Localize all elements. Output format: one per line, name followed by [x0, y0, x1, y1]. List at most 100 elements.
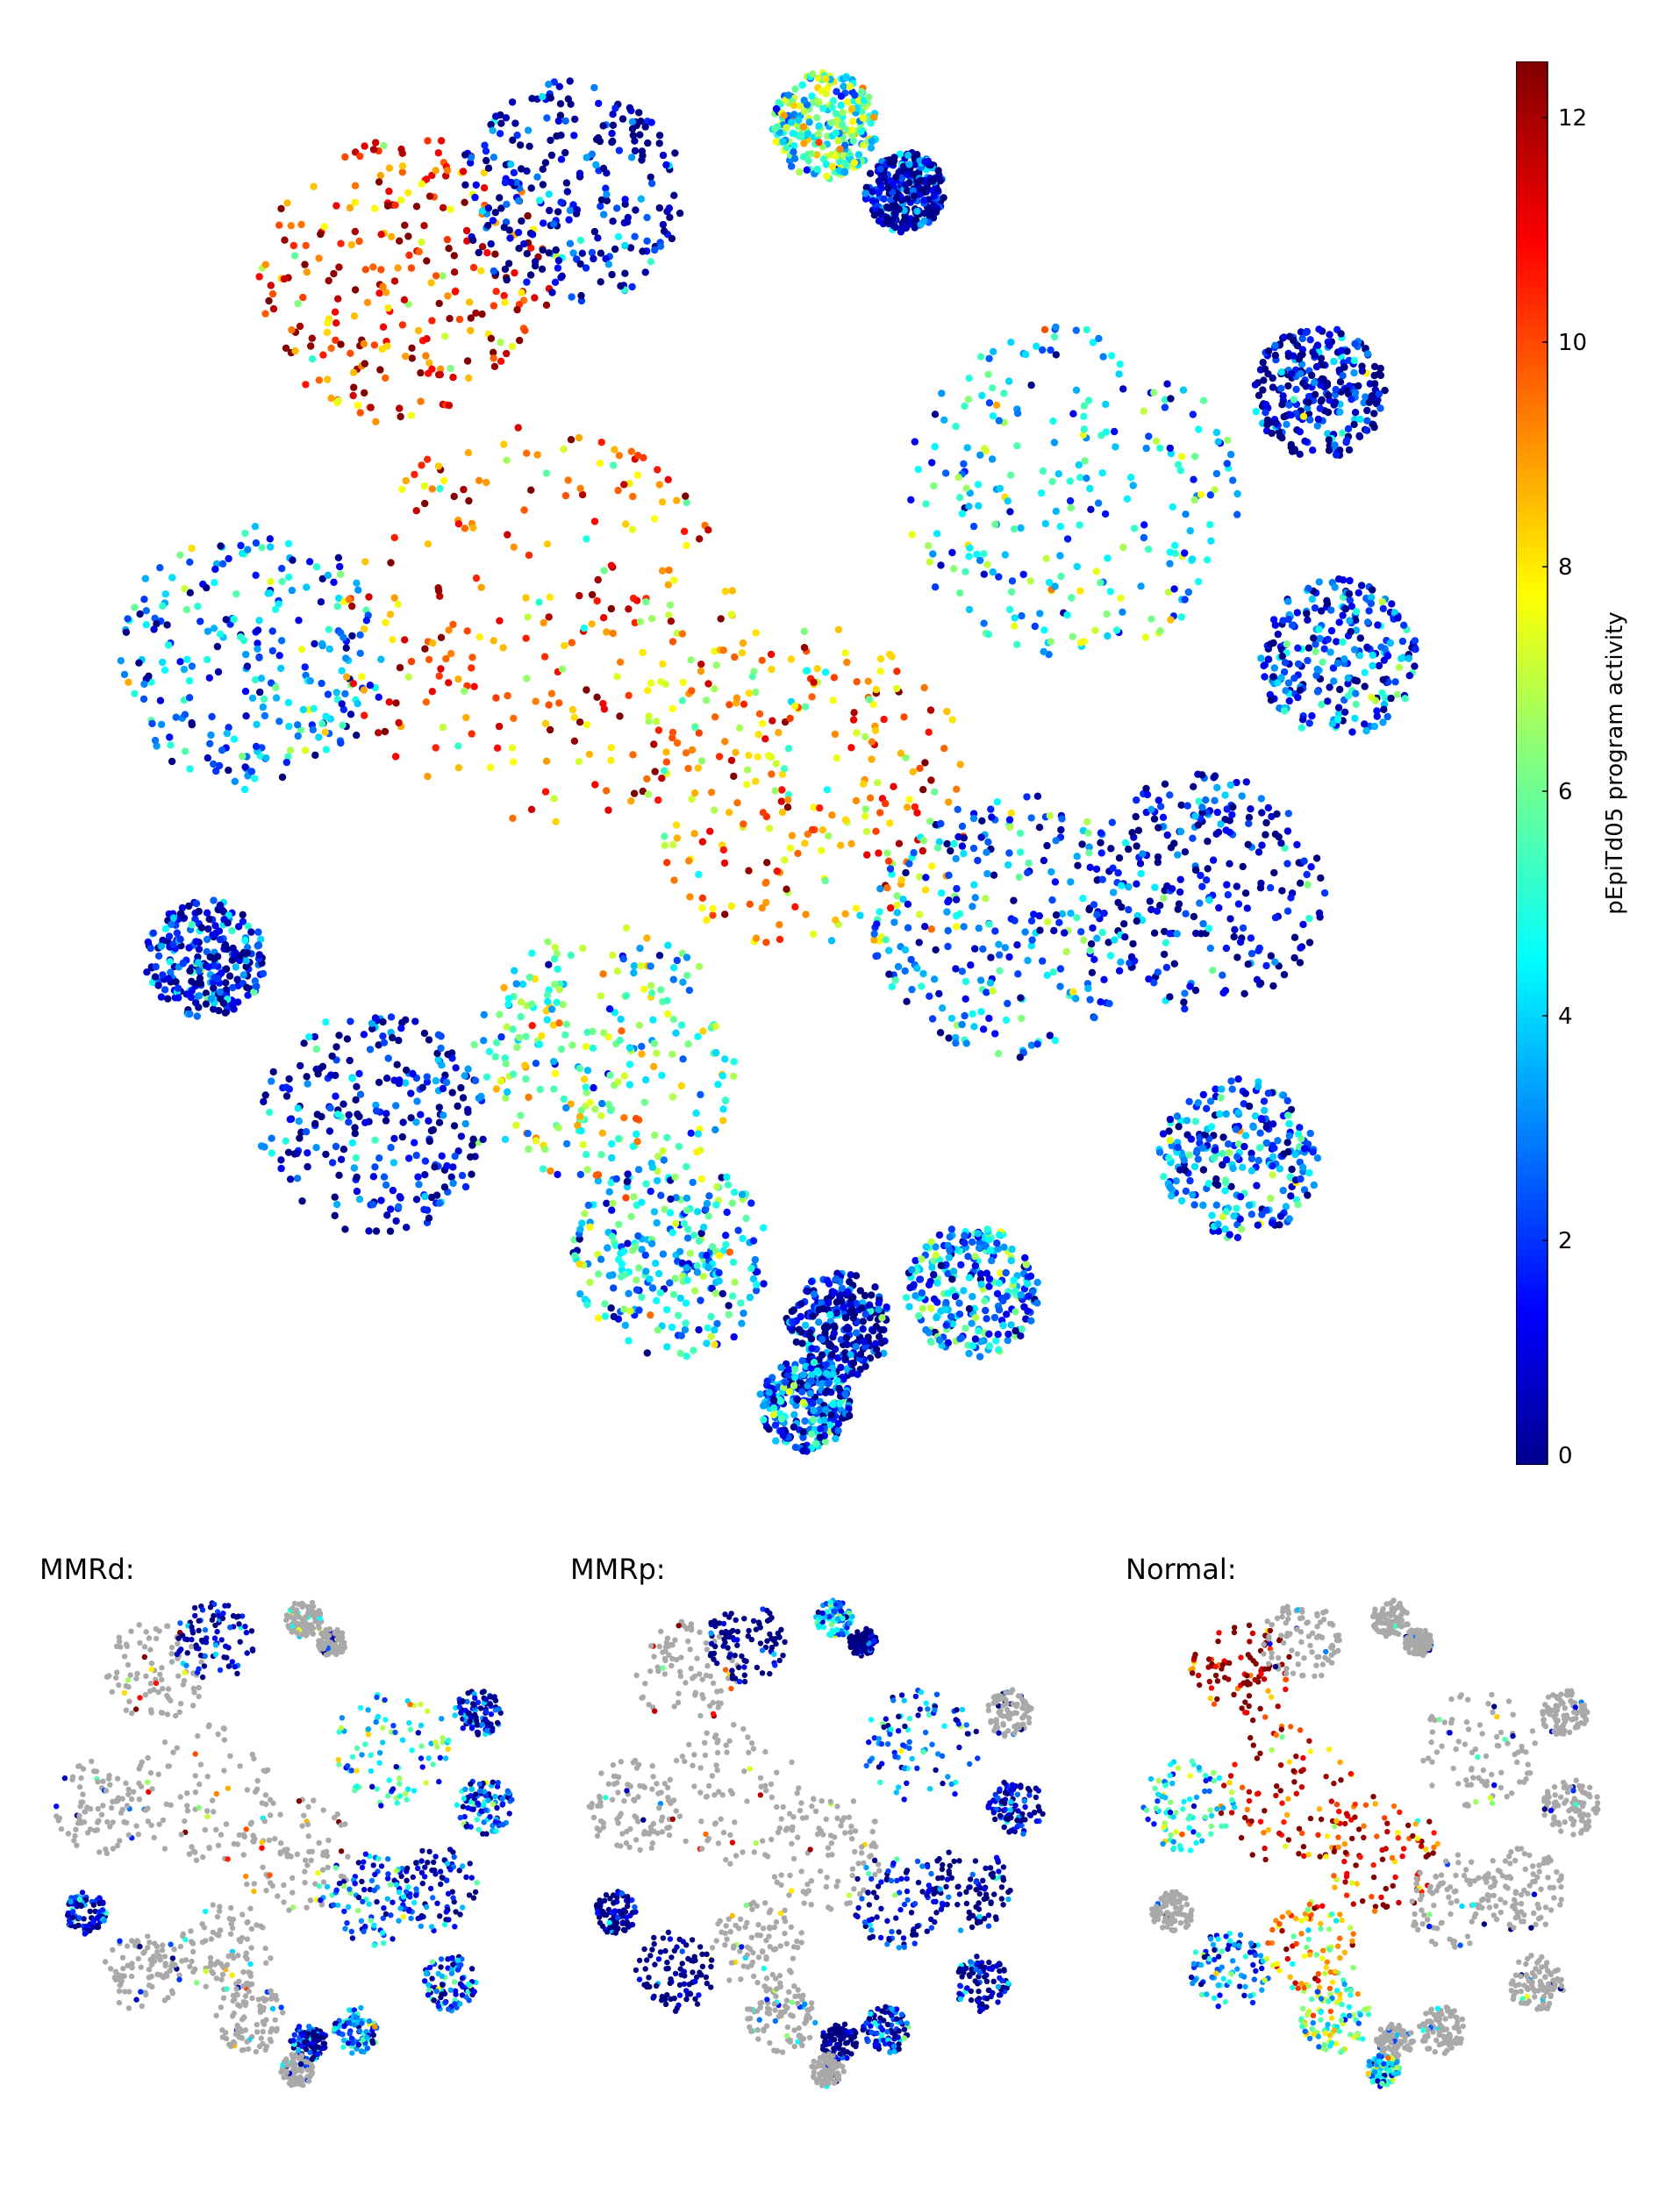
cell-point	[989, 384, 997, 392]
cell-point	[749, 1237, 758, 1245]
cell-point	[544, 938, 552, 946]
cell-point	[617, 282, 625, 290]
cell-point	[159, 936, 167, 945]
cell-point	[952, 1039, 960, 1047]
cell-point	[324, 319, 332, 327]
cell-point	[1066, 496, 1075, 505]
cell-point	[831, 1345, 840, 1354]
cell-point	[1157, 803, 1165, 811]
cell-point	[261, 261, 269, 268]
cell-point	[164, 995, 172, 1003]
cell-point	[412, 1196, 421, 1204]
cell-point	[445, 245, 453, 253]
cell-point	[248, 694, 257, 702]
cell-point	[876, 885, 884, 893]
cell-point	[841, 1354, 849, 1363]
cell-point	[501, 1054, 509, 1062]
cell-point	[847, 744, 855, 752]
cell-point	[728, 1199, 736, 1207]
cell-point	[663, 996, 671, 1004]
cell-point	[610, 461, 618, 469]
cell-point	[721, 1055, 729, 1063]
cell-point	[993, 1289, 1002, 1298]
cell-point	[847, 1351, 854, 1359]
cell-point	[523, 167, 531, 175]
cell-point	[634, 1232, 642, 1240]
cell-point	[603, 190, 611, 198]
cell-point	[365, 593, 373, 601]
cell-point	[421, 645, 429, 653]
cell-point	[1075, 461, 1083, 469]
cell-point	[412, 1151, 420, 1160]
cell-point	[386, 1227, 395, 1235]
cell-point	[435, 1104, 443, 1111]
cell-point	[366, 1046, 375, 1054]
cell-point	[1355, 432, 1363, 439]
cell-point	[1077, 928, 1085, 936]
cell-point	[524, 126, 533, 134]
cell-point	[883, 849, 891, 857]
cell-point	[686, 893, 694, 901]
cell-point	[194, 959, 202, 967]
cell-point	[492, 288, 500, 296]
cell-point	[350, 383, 358, 391]
cell-point	[524, 613, 532, 621]
cell-point	[930, 975, 939, 983]
cell-point	[1309, 446, 1317, 454]
cell-point	[843, 1340, 851, 1349]
cell-point	[988, 1256, 996, 1265]
cell-point	[1072, 386, 1081, 394]
cell-point	[1203, 1104, 1211, 1113]
cell-point	[1031, 622, 1040, 631]
cell-point	[490, 348, 497, 356]
cell-point	[607, 604, 615, 613]
cell-point	[721, 738, 729, 746]
cell-point	[1369, 586, 1376, 594]
cell-point	[711, 1340, 718, 1349]
cell-point	[597, 439, 605, 446]
cell-point	[435, 1118, 444, 1126]
cell-point	[1258, 841, 1266, 849]
cell-point	[1121, 839, 1130, 846]
cell-point	[671, 149, 679, 157]
cell-point	[480, 168, 488, 176]
cell-point	[729, 1292, 737, 1300]
cell-point	[417, 368, 425, 377]
cell-point	[907, 955, 915, 964]
cell-point	[865, 696, 874, 704]
cell-point	[1090, 1013, 1098, 1022]
cell-point	[459, 168, 468, 175]
cell-point	[1255, 946, 1262, 955]
cell-point	[278, 564, 286, 573]
cell-point	[668, 728, 677, 737]
cell-point	[1267, 1194, 1275, 1203]
cell-point	[775, 98, 783, 107]
cell-point	[688, 746, 697, 754]
cell-point	[509, 1070, 518, 1078]
cell-point	[930, 192, 938, 200]
cell-point	[1204, 837, 1212, 846]
cell-point	[382, 1075, 391, 1082]
cell-point	[395, 1203, 403, 1211]
cell-point	[655, 132, 664, 139]
cell-point	[1260, 1097, 1269, 1105]
cell-point	[411, 1139, 418, 1147]
cell-point	[849, 716, 858, 724]
cell-point	[284, 753, 292, 761]
cell-point	[367, 404, 375, 411]
cell-point	[1013, 941, 1021, 949]
cell-point	[938, 389, 946, 397]
cell-point	[1106, 952, 1115, 960]
cell-point	[919, 1304, 926, 1312]
cell-point	[942, 1298, 950, 1307]
cell-point	[425, 1117, 433, 1125]
cell-point	[771, 787, 779, 795]
cell-point	[556, 100, 565, 108]
cell-point	[1140, 533, 1148, 542]
cell-point	[985, 920, 993, 928]
cell-point	[648, 1163, 657, 1171]
cell-point	[457, 1132, 466, 1140]
cell-point	[1036, 926, 1044, 934]
cell-point	[723, 1208, 731, 1217]
cell-point	[955, 1311, 964, 1318]
